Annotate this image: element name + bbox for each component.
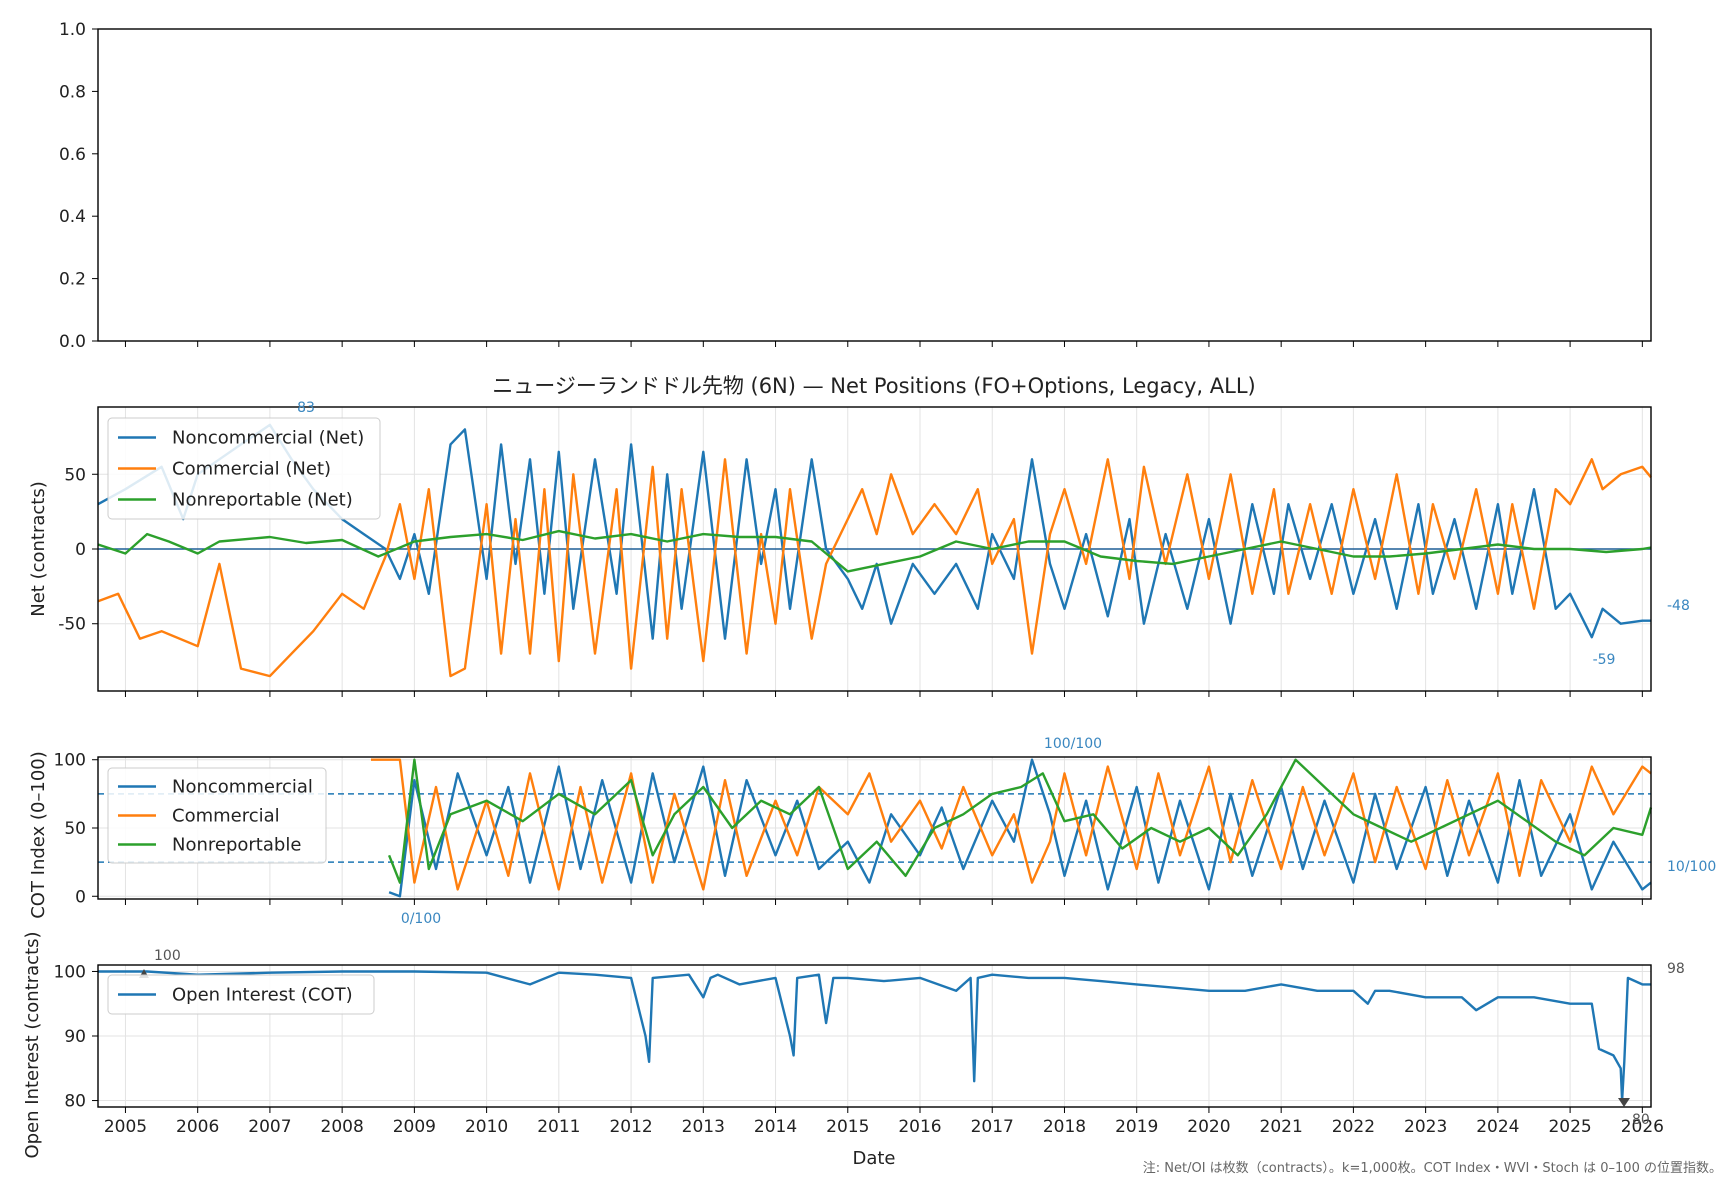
annotation-net-last: -48: [1667, 598, 1690, 614]
annotation-oi-last: 98: [1667, 961, 1685, 977]
x-tick-label: 2012: [609, 1117, 652, 1137]
y-tick-label: -50: [58, 615, 86, 635]
legend-label: Noncommercial (Net): [172, 428, 364, 449]
cot-ylabel: COT Index (0–100): [28, 751, 49, 919]
x-tick-label: 2007: [248, 1117, 291, 1137]
x-tick-label: 2008: [321, 1117, 364, 1137]
oi-legend: Open Interest (COT): [107, 974, 375, 1015]
y-tick-label: 0.0: [59, 332, 86, 352]
series-line-noncommercial: [388, 758, 1652, 898]
y-tick-label: 80: [64, 1092, 86, 1112]
x-tick-label: 2006: [176, 1117, 219, 1137]
x-tick-label: 2017: [971, 1117, 1014, 1137]
x-tick-label: 2005: [104, 1117, 147, 1137]
series-line-commercial-net: [97, 458, 1652, 678]
y-tick-label: 0.8: [59, 82, 86, 102]
oi-min-marker: [1618, 1098, 1630, 1107]
legend-box: [107, 417, 381, 520]
legend-box: [107, 974, 375, 1015]
x-tick-label: 2013: [682, 1117, 725, 1137]
series-line-noncommercial-net: [97, 423, 1651, 640]
legend-label: Nonreportable (Net): [172, 490, 353, 511]
x-tick-label: 2015: [826, 1117, 869, 1137]
annotation-oi-max: 100: [154, 948, 181, 964]
net-positions-panel: ニュージーランドドル先物 (6N) — Net Positions (FO+Op…: [28, 374, 1690, 697]
x-tick-label: 2024: [1476, 1117, 1519, 1137]
y-tick-label: 100: [54, 751, 86, 771]
x-tick-label: 2014: [754, 1117, 797, 1137]
legend-label: Commercial (Net): [172, 459, 331, 480]
series-line-nonreportable-net: [97, 529, 1652, 573]
annotation-oi-min: 80: [1632, 1112, 1650, 1128]
y-tick-label: 1.0: [59, 20, 86, 40]
net-chart-title: ニュージーランドドル先物 (6N) — Net Positions (FO+Op…: [492, 374, 1256, 398]
legend-label: Nonreportable: [172, 835, 301, 856]
series-line-open-interest-cot: [98, 970, 1651, 1102]
x-tick-label: 2023: [1404, 1117, 1447, 1137]
legend-label: Noncommercial: [172, 777, 313, 798]
net-ylabel: Net (contracts): [28, 481, 49, 617]
x-tick-label: 2011: [537, 1117, 580, 1137]
y-tick-label: 0.4: [59, 207, 86, 227]
x-axis-label: Date: [852, 1148, 895, 1169]
x-tick-label: 2009: [393, 1117, 436, 1137]
x-tick-label: 2022: [1332, 1117, 1375, 1137]
footnote: 注: Net/OI は枚数（contracts）。k=1,000枚。COT In…: [1143, 1161, 1722, 1176]
oi-ylabel: Open Interest (contracts): [22, 931, 43, 1158]
series-line-commercial: [371, 758, 1652, 891]
series-line-nonreportable: [387, 758, 1653, 884]
y-tick-label: 50: [64, 465, 86, 485]
y-tick-label: 50: [64, 819, 86, 839]
legend-label: Open Interest (COT): [172, 985, 353, 1006]
legend-box: [107, 767, 327, 864]
x-tick-label: 2025: [1548, 1117, 1591, 1137]
legend-label: Commercial: [172, 806, 280, 827]
y-tick-label: 0: [75, 540, 86, 560]
annotation-net-min: -59: [1593, 652, 1616, 668]
cot-legend: Noncommercial Commercial Nonreportable: [107, 767, 327, 864]
x-tick-label: 2020: [1187, 1117, 1230, 1137]
y-tick-label: 90: [64, 1027, 86, 1047]
x-tick-label: 2018: [1043, 1117, 1086, 1137]
x-tick-label: 2021: [1260, 1117, 1303, 1137]
empty-axes-panel: 0.0 0.2 0.4 0.6 0.8 1.0: [59, 20, 1652, 352]
annotation-cot-min: 0/100: [401, 911, 441, 927]
y-tick-label: 0.6: [59, 145, 86, 165]
open-interest-panel: 80 90 100 2005 2006 2007 2008 2009 2010 2011 2012…: [22, 931, 1685, 1158]
y-tick-label: 100: [54, 962, 86, 982]
net-legend: Noncommercial (Net) Commercial (Net) Nonre…: [107, 417, 381, 520]
annotation-cot-last: 10/100: [1667, 859, 1716, 875]
x-tick-label: 2010: [465, 1117, 508, 1137]
annotation-net-max: 83: [297, 400, 315, 416]
x-tick-label: 2019: [1115, 1117, 1158, 1137]
annotation-cot-max: 100/100: [1044, 736, 1102, 752]
y-tick-label: 0.2: [59, 270, 86, 290]
x-tick-label: 2026: [1621, 1117, 1664, 1137]
x-tick-label: 2016: [898, 1117, 941, 1137]
cot-index-panel: 0 50 100 COT Index (0–100) 100/100 0/100 1…: [28, 736, 1716, 927]
y-tick-label: 0: [75, 887, 86, 907]
